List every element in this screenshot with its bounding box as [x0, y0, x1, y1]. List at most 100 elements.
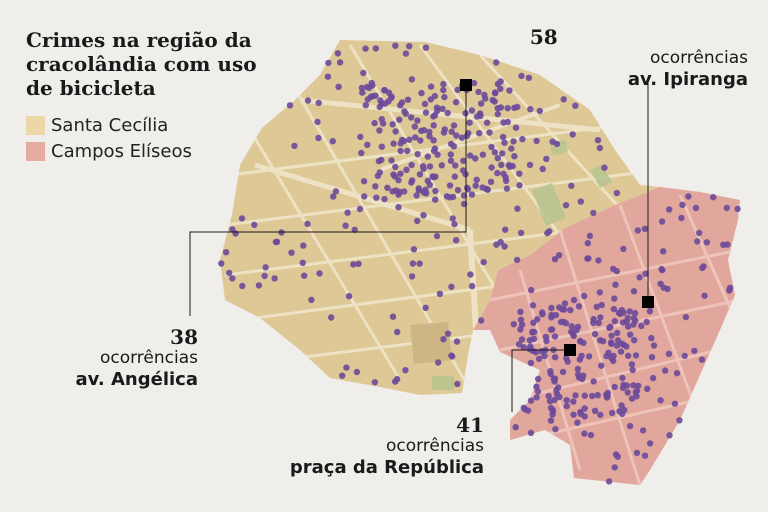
occurrence-dot: [601, 164, 608, 171]
occurrence-dot: [497, 238, 504, 246]
occurrence-dot: [255, 282, 263, 289]
occurrence-dot: [519, 136, 526, 143]
occurrence-dot: [431, 112, 439, 119]
occurrence-dot: [574, 419, 581, 426]
occurrence-dot: [664, 285, 671, 293]
occurrence-dot: [301, 272, 308, 279]
occurrence-dot: [555, 252, 563, 259]
occurrence-dot: [468, 191, 476, 198]
occurrence-dot: [501, 243, 508, 250]
occurrence-dot: [344, 209, 351, 216]
occurrence-dot: [650, 342, 658, 349]
occurrence-dot: [517, 229, 525, 237]
occurrence-dot: [451, 173, 458, 180]
occurrence-dot: [384, 184, 391, 191]
occurrence-dot: [362, 45, 369, 52]
occurrence-dot: [494, 110, 501, 118]
occurrence-dot: [356, 205, 364, 213]
occurrence-dot: [502, 226, 509, 233]
occurrence-dot: [613, 342, 621, 349]
occurrence-dot: [355, 260, 362, 267]
praca-square: [410, 322, 452, 364]
occurrence-dot: [432, 187, 439, 195]
occurrence-dot: [610, 305, 618, 313]
occurrence-dot: [430, 147, 438, 155]
occurrence-dot: [417, 137, 424, 144]
occurrence-dot: [551, 333, 559, 340]
occurrence-dot: [441, 126, 448, 133]
occurrence-dot: [611, 383, 618, 391]
occurrence-dot: [397, 170, 404, 177]
occurrence-dot: [548, 326, 556, 333]
occurrence-dot: [631, 309, 639, 317]
legend-label-campos-eliseos: Campos Elíseos: [51, 140, 192, 162]
occurrence-dot: [271, 275, 278, 282]
occurrence-dot: [360, 178, 368, 185]
occurrence-dot: [561, 300, 569, 307]
occurrence-dot: [516, 170, 523, 177]
occurrence-dot: [273, 238, 281, 245]
occurrence-dot: [358, 84, 366, 92]
occurrence-dot: [394, 328, 401, 336]
occurrence-dot: [487, 178, 495, 185]
occurrence-dot: [525, 74, 533, 82]
occurrence-dot: [239, 282, 246, 290]
occurrence-dot: [649, 374, 657, 382]
callout-angelica: 38 ocorrências av. Angélica: [75, 326, 198, 391]
occurrence-dot: [678, 214, 685, 222]
occurrence-dot: [575, 303, 583, 310]
occurrence-dot: [447, 151, 454, 158]
occurrence-dot: [529, 302, 537, 309]
occurrence-dot: [449, 215, 456, 222]
occurrence-dot: [460, 167, 467, 174]
occurrence-dot: [624, 314, 631, 322]
occurrence-dot: [551, 256, 559, 263]
occurrence-dot: [518, 321, 526, 328]
occurrence-dot: [526, 337, 534, 344]
occurrence-dot: [388, 157, 395, 164]
occurrence-dot: [499, 133, 507, 141]
occurrence-dot: [479, 151, 487, 158]
occurrence-dot: [577, 198, 584, 205]
occurrence-dot: [454, 186, 462, 194]
occurrence-dot: [603, 352, 610, 360]
occurrence-dot: [610, 265, 617, 273]
occurrence-dot: [633, 387, 641, 394]
occurrence-dot: [308, 296, 315, 303]
occurrence-dot: [392, 128, 399, 135]
occurrence-dot: [615, 309, 623, 317]
occurrence-dot: [478, 317, 485, 324]
occurrence-dot: [372, 183, 379, 190]
occurrence-dot: [608, 409, 616, 417]
occurrence-dot: [315, 134, 322, 142]
occurrence-dot: [514, 205, 521, 212]
occurrence-dot: [584, 255, 591, 262]
occurrence-dot: [591, 407, 599, 414]
occurrence-dot: [574, 365, 581, 373]
occurrence-dot: [665, 350, 673, 357]
occurrence-dot: [504, 118, 511, 126]
occurrence-dot: [666, 432, 673, 439]
occurrence-dot: [723, 204, 730, 212]
occurrence-dot: [404, 96, 412, 103]
occurrence-dot: [316, 270, 323, 277]
campos-eliseos-region: [473, 187, 740, 485]
occurrence-dot: [357, 133, 364, 141]
callout-republica-count: 41: [456, 413, 484, 437]
occurrence-dot: [605, 478, 613, 485]
occurrence-dot: [659, 266, 666, 274]
occurrence-dot: [361, 193, 368, 200]
map-title: Crimes na região da cracolândia com uso …: [26, 28, 257, 100]
occurrence-dot: [477, 100, 485, 107]
occurrence-dot: [657, 397, 664, 404]
occurrence-dot: [574, 323, 582, 330]
occurrence-dot: [475, 88, 482, 96]
occurrence-dot: [419, 163, 427, 170]
occurrence-dot: [642, 270, 649, 277]
occurrence-dot: [535, 375, 542, 383]
occurrence-dot: [646, 308, 654, 315]
occurrence-dot: [460, 157, 467, 164]
occurrence-dot: [362, 102, 369, 109]
occurrence-dot: [508, 145, 515, 152]
callout-angelica-count: 38: [170, 325, 198, 349]
